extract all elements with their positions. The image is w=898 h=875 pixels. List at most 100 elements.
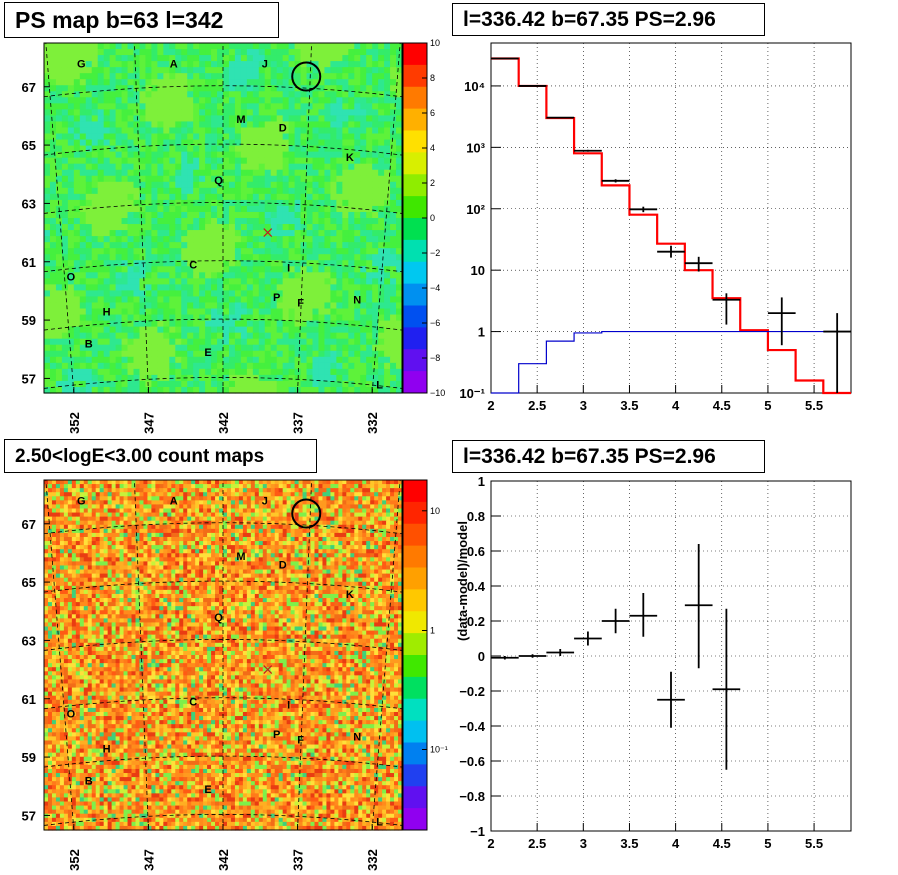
source-label-O: O — [67, 271, 76, 283]
source-label-N: N — [353, 732, 361, 744]
colorbar-band — [403, 130, 427, 153]
spectrum-x-tick-label: 4.5 — [713, 398, 731, 413]
colorbar-band — [403, 611, 427, 634]
colorbar-band — [403, 305, 427, 328]
source-label-K: K — [346, 589, 354, 601]
source-label-H: H — [103, 743, 111, 755]
lon-gridline — [134, 479, 149, 831]
source-label-M: M — [236, 551, 245, 563]
residual-x-tick-label: 3 — [580, 836, 587, 851]
lat-gridline — [43, 318, 403, 331]
lon-tick-label: 352 — [67, 849, 82, 871]
source-label-I: I — [287, 263, 290, 275]
source-label-F: F — [297, 298, 304, 310]
colorbar-band — [403, 218, 427, 241]
colorbar-band — [403, 86, 427, 110]
lon-gridline — [297, 42, 312, 394]
colorbar-band — [403, 108, 427, 131]
residual-x-tick-label: 5 — [764, 836, 771, 851]
colorbar-tick-label: −6 — [430, 318, 440, 328]
residual-y-tick-label: −0.8 — [459, 789, 485, 804]
lat-gridline — [43, 377, 403, 389]
colorbar-band — [403, 64, 427, 88]
lat-tick-label: 65 — [22, 138, 36, 153]
lat-gridline — [43, 697, 403, 710]
residual-y-tick-label: 0.8 — [467, 509, 485, 524]
center-cross-marker — [263, 228, 273, 238]
colorbar-tick-label: 6 — [430, 108, 435, 118]
colorbar-band — [403, 480, 427, 503]
lat-tick-label: 63 — [22, 196, 36, 211]
colorbar-band — [403, 283, 427, 306]
lat-tick-label: 63 — [22, 633, 36, 648]
spectrum-x-tick-label: 4 — [672, 398, 680, 413]
source-label-A: A — [170, 495, 178, 507]
lat-tick-label: 61 — [22, 692, 36, 707]
colorbar-band — [403, 501, 427, 525]
colorbar-band — [403, 633, 427, 656]
residual-y-axis-label: (data-model)/model — [455, 521, 470, 641]
colorbar-band — [403, 152, 427, 175]
colorbar-band — [403, 43, 427, 66]
panel-title-residual: l=336.42 b=67.35 PS=2.96 — [452, 440, 765, 473]
source-circle-marker — [291, 498, 322, 529]
lon-tick-label: 337 — [291, 849, 306, 871]
lat-gridline — [43, 260, 403, 273]
source-label-J: J — [262, 58, 268, 70]
source-label-C: C — [189, 260, 197, 272]
lat-gridline — [43, 580, 403, 593]
source-label-E: E — [204, 784, 211, 796]
source-label-H: H — [103, 306, 111, 318]
source-label-K: K — [346, 152, 354, 164]
colorbar-band — [403, 545, 427, 568]
source-label-O: O — [67, 708, 76, 720]
lat-tick-label: 59 — [22, 750, 36, 765]
source-label-C: C — [189, 697, 197, 709]
colorbar-band — [403, 698, 427, 722]
spectrum-x-tick-label: 2 — [487, 398, 494, 413]
source-label-Q: Q — [214, 612, 223, 624]
colorbar-tick-label: −4 — [430, 283, 440, 293]
colorbar-band — [403, 261, 427, 285]
source-label-J: J — [262, 495, 268, 507]
residual-y-tick-label: 0.2 — [467, 614, 485, 629]
colorbar-band — [403, 720, 427, 743]
colorbar-frame — [402, 479, 428, 831]
spectrum-y-tick-label: 10² — [466, 202, 485, 217]
colorbar-tick-label: 8 — [430, 73, 435, 83]
colorbar-band — [403, 676, 427, 700]
source-label-P: P — [273, 292, 280, 304]
lat-tick-label: 57 — [22, 371, 36, 386]
residual-y-tick-label: 1 — [478, 474, 485, 489]
lat-tick-label: 59 — [22, 313, 36, 328]
spectrum-plot-frame — [490, 42, 852, 394]
colorbar-band — [403, 523, 427, 547]
residual-y-tick-label: 0 — [478, 649, 485, 664]
colorbar-band — [403, 589, 427, 612]
lat-gridline — [43, 202, 403, 214]
colorbar-band — [403, 327, 427, 350]
lat-tick-label: 61 — [22, 255, 36, 270]
map-count: 67 65 63 61 59 57 352 347 342 337 332 G A J M D K Q C I O H P F… — [22, 479, 448, 871]
spectrum-x-tick-label: 2.5 — [528, 398, 546, 413]
source-label-A: A — [170, 58, 178, 70]
lat-tick-label: 65 — [22, 575, 36, 590]
residual-y-tick-label: 0.6 — [467, 544, 485, 559]
colorbar-band — [403, 655, 427, 678]
spectrum-x-tick-label: 5 — [764, 398, 771, 413]
colorbar-tick-label: 10⁻¹ — [430, 745, 448, 755]
source-label-M: M — [236, 114, 245, 126]
lon-gridline — [134, 42, 149, 394]
lon-tick-label: 347 — [141, 849, 156, 871]
lon-gridline — [297, 479, 312, 831]
source-label-B: B — [85, 775, 93, 787]
spectrum-y-tick-label: 10⁴ — [464, 79, 485, 94]
colorbar-band — [403, 174, 427, 197]
source-label-Q: Q — [214, 175, 223, 187]
source-label-G: G — [77, 495, 86, 507]
source-label-I: I — [287, 700, 290, 712]
lon-gridline — [371, 42, 401, 394]
colorbar-tick-label: −8 — [430, 353, 440, 363]
colorbar-tick-label: 4 — [430, 143, 435, 153]
